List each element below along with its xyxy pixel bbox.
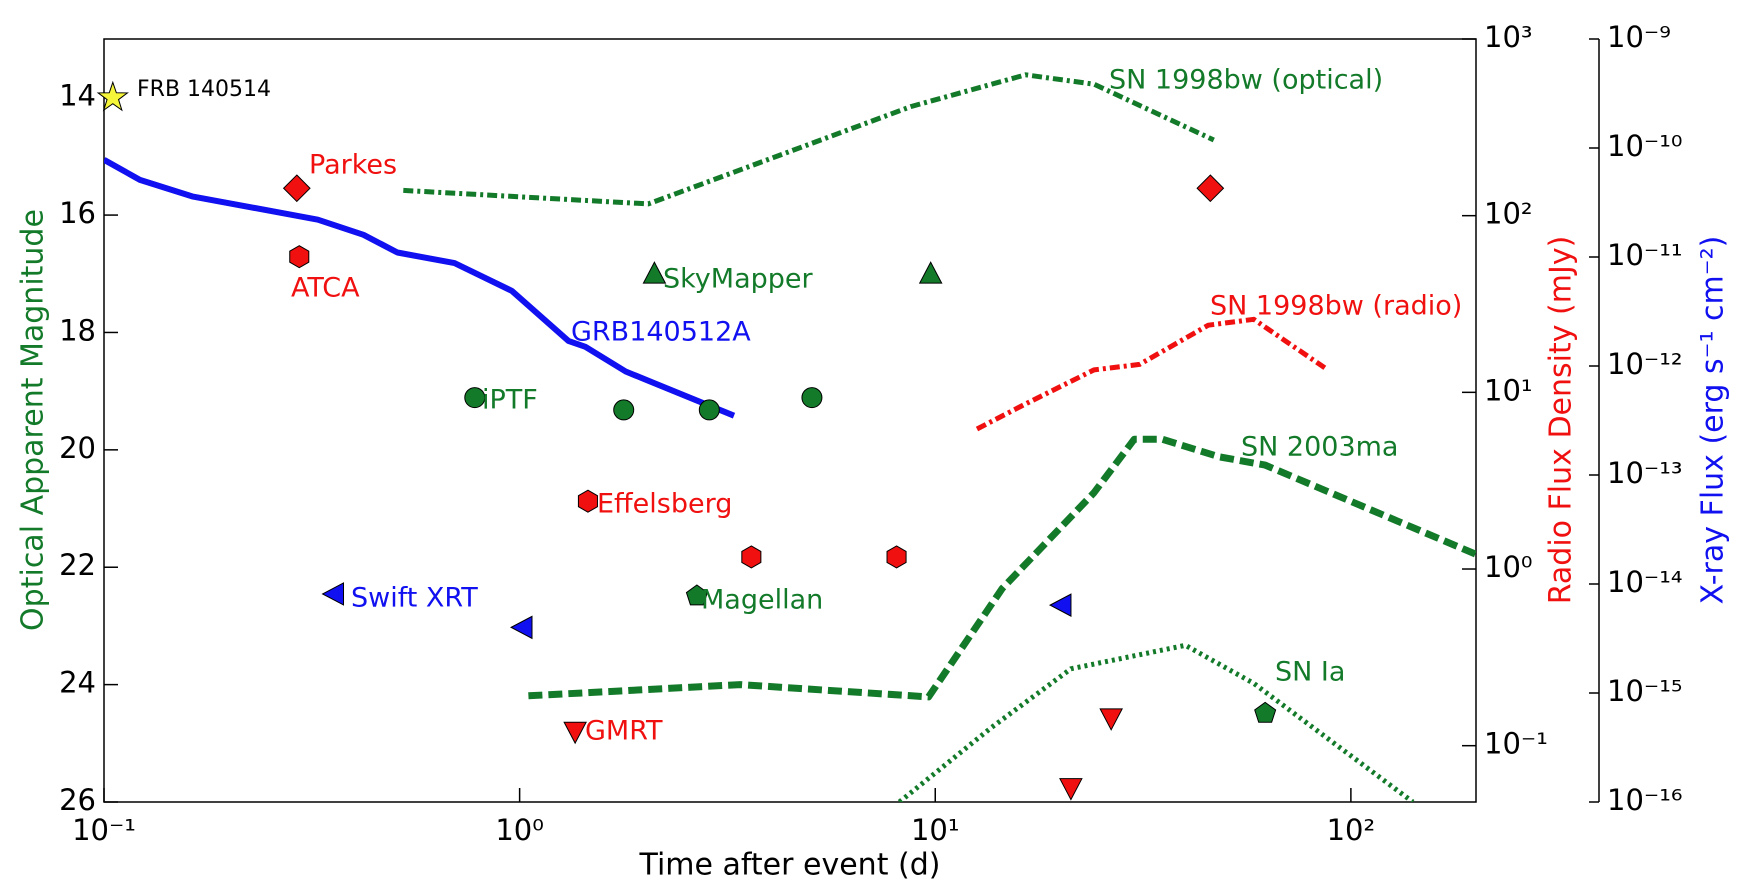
marker	[886, 545, 907, 569]
x-tick-label: 10⁰	[495, 813, 544, 847]
y-axis-label: Optical Apparent Magnitude	[16, 209, 51, 631]
y3-tick-label: 10⁻¹⁶	[1607, 783, 1682, 817]
series-label: GRB140512A	[571, 317, 751, 348]
y3-tick-label: 10⁻¹¹	[1607, 238, 1682, 272]
marker	[1099, 708, 1123, 731]
y3-tick-label: 10⁻⁹	[1607, 20, 1671, 54]
y3-tick-label: 10⁻¹³	[1607, 456, 1682, 490]
series-label: Swift XRT	[351, 583, 478, 614]
marker	[918, 261, 943, 284]
marker	[1254, 701, 1277, 723]
marker	[1196, 174, 1225, 203]
series-label: SN 1998bw (optical)	[1109, 65, 1383, 96]
line-series	[104, 157, 736, 419]
y2-tick-label: 10⁰	[1484, 550, 1533, 584]
series-label: SN 1998bw (radio)	[1210, 291, 1462, 322]
y2-tick-label: 10¹	[1484, 373, 1533, 407]
marker	[685, 584, 708, 606]
series-label: SkyMapper	[663, 264, 814, 295]
y-tick-label: 22	[59, 548, 96, 582]
marker	[613, 399, 635, 421]
y3-axis-label: X-ray Flux (erg s⁻¹ cm⁻²)	[1696, 236, 1731, 605]
series-label: iPTF	[482, 385, 538, 416]
y2-axis-label: Radio Flux Density (mJy)	[1544, 236, 1579, 605]
x-tick-label: 10⁻¹	[72, 813, 136, 847]
y2-tick-label: 10⁻¹	[1484, 727, 1548, 761]
marker	[1048, 593, 1072, 617]
marker	[563, 721, 587, 745]
y-tick-label: 20	[59, 431, 96, 465]
y2-tick-label: 10²	[1484, 197, 1533, 231]
y-tick-label: 16	[59, 196, 96, 230]
y2-tick-label: 10³	[1484, 20, 1533, 54]
line-series	[403, 72, 1215, 207]
line-series	[975, 316, 1330, 432]
series-label: Effelsberg	[597, 489, 732, 520]
line-series	[528, 435, 1476, 701]
marker	[289, 245, 310, 269]
plot-frame	[103, 38, 1477, 803]
x-tick-label: 10²	[1327, 813, 1376, 847]
series-label: Parkes	[309, 150, 397, 181]
marker	[698, 399, 720, 421]
line-series	[897, 642, 1415, 802]
series-label: Magellan	[701, 585, 823, 616]
y3-tick-label: 10⁻¹⁴	[1607, 565, 1682, 599]
marker	[801, 387, 823, 409]
y-tick-label: 14	[59, 79, 96, 113]
marker	[464, 387, 486, 409]
y3-tick-label: 10⁻¹²	[1607, 347, 1682, 381]
y-tick-label: 18	[59, 313, 96, 347]
series-label: SN 2003ma	[1241, 432, 1398, 463]
plot-area	[104, 72, 1476, 802]
series-label: FRB 140514	[137, 77, 271, 102]
series-label: SN Ia	[1275, 657, 1345, 688]
x-axis-label: Time after event (d)	[639, 848, 941, 883]
marker	[96, 80, 129, 112]
x-tick-label: 10¹	[911, 813, 960, 847]
marker	[1059, 778, 1083, 801]
marker	[741, 545, 762, 569]
marker	[282, 174, 311, 203]
marker	[321, 582, 345, 606]
marker	[642, 261, 667, 284]
y3-tick-label: 10⁻¹⁰	[1607, 129, 1682, 163]
y-tick-label: 26	[59, 783, 96, 817]
series-label: ATCA	[291, 273, 360, 304]
marker	[510, 615, 533, 640]
marker	[577, 489, 598, 513]
y3-tick-label: 10⁻¹⁵	[1607, 674, 1682, 708]
series-label: GMRT	[585, 716, 663, 747]
y-tick-label: 24	[59, 666, 96, 700]
